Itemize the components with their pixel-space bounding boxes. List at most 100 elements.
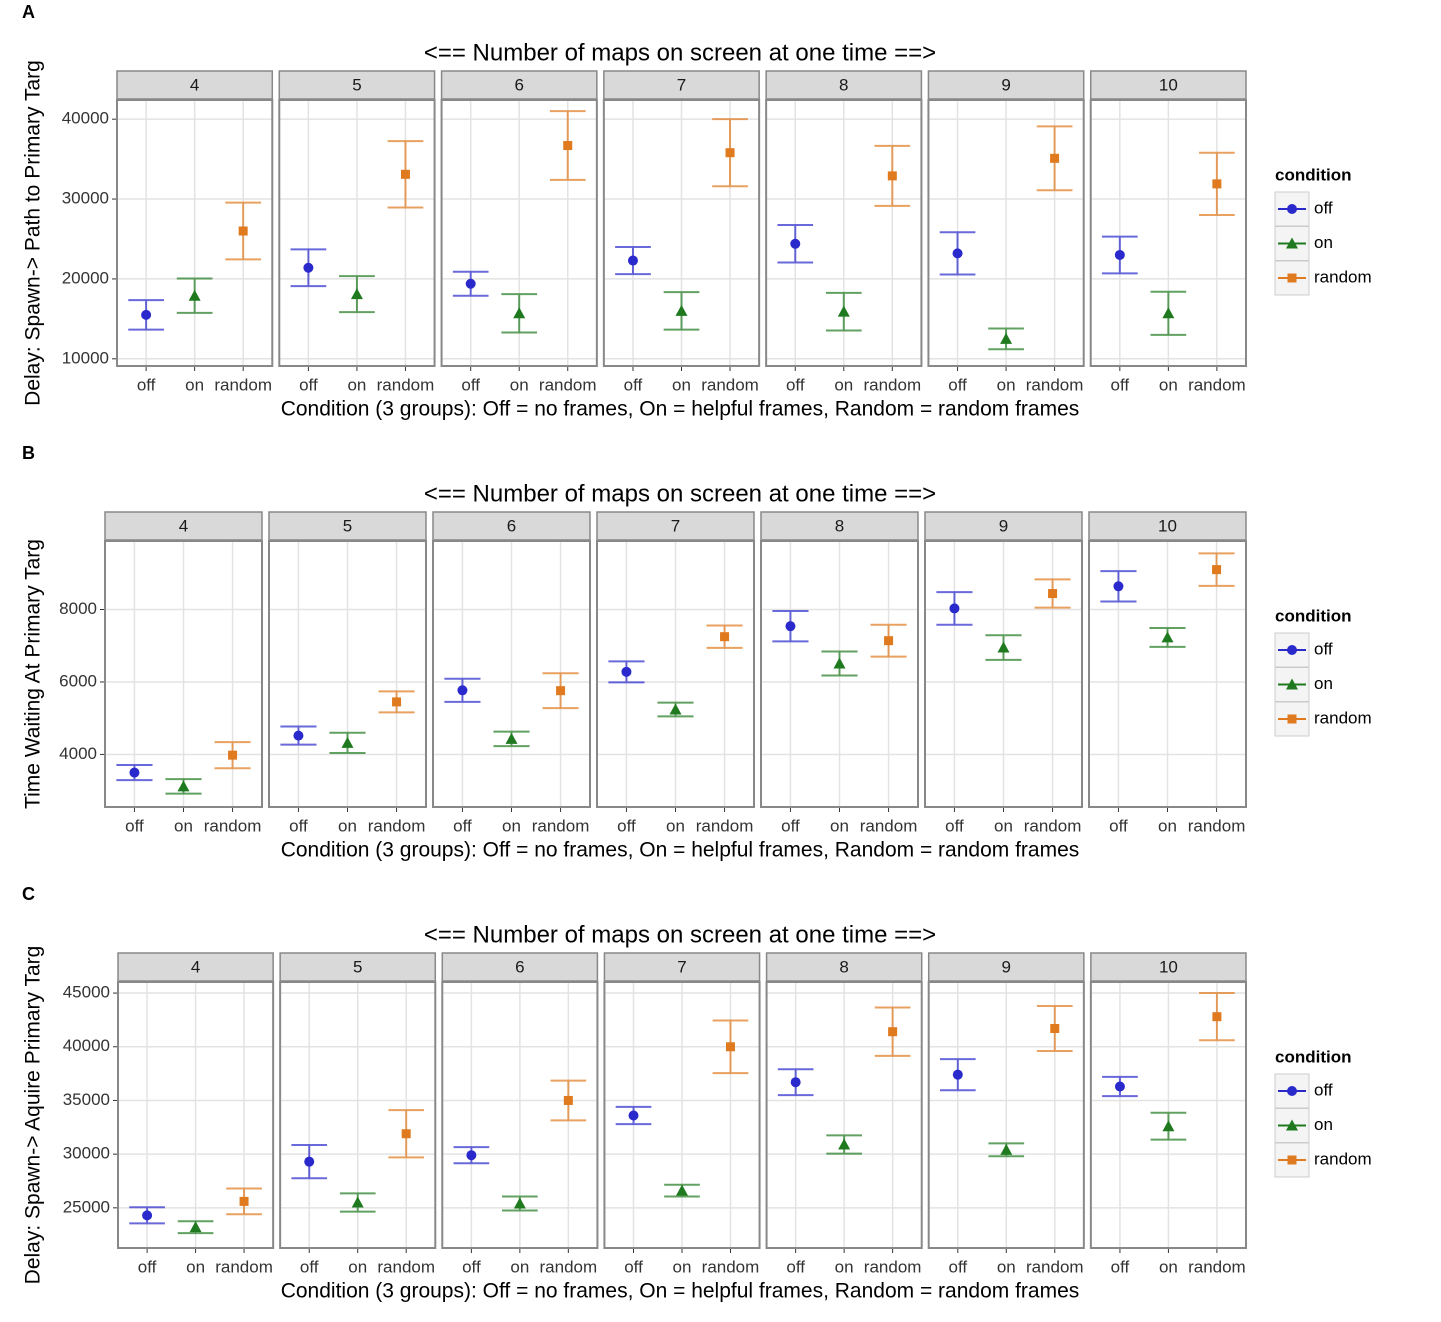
facet-label: 8 <box>839 75 848 94</box>
legend-label: off <box>1314 639 1333 658</box>
point <box>1161 631 1174 643</box>
panel-label: A <box>22 2 35 22</box>
point <box>887 171 897 181</box>
x-axis-label: Condition (3 groups): Off = no frames, O… <box>281 1280 1080 1303</box>
point <box>1286 678 1298 690</box>
point <box>1286 237 1298 249</box>
x-tick-label: on <box>997 1257 1016 1276</box>
x-tick-label: off <box>624 1257 643 1276</box>
chart-title: <== Number of maps on screen at one time… <box>424 480 936 507</box>
point <box>1113 581 1124 592</box>
facet-label: 5 <box>353 957 362 976</box>
point <box>1050 1023 1060 1033</box>
x-axis-label: Condition (3 groups): Off = no frames, O… <box>281 839 1080 862</box>
facet-border <box>279 981 437 1249</box>
point <box>888 1027 898 1037</box>
point <box>563 1095 573 1105</box>
y-tick-label: 20000 <box>62 268 109 287</box>
facet-border <box>278 99 436 367</box>
y-tick-label: 10000 <box>62 348 109 367</box>
x-tick-label: on <box>835 1257 854 1276</box>
panel-label: C <box>22 884 35 904</box>
facet-label: 7 <box>677 957 686 976</box>
facet-border <box>602 99 761 367</box>
point <box>1287 645 1297 655</box>
point <box>457 685 468 696</box>
facet-strip <box>1090 952 1247 982</box>
x-tick-label: random <box>864 1257 922 1276</box>
point <box>513 307 526 319</box>
x-tick-label: off <box>624 375 643 394</box>
facet-border <box>116 99 274 367</box>
facet-border <box>432 540 591 808</box>
point <box>392 697 402 707</box>
point <box>628 1110 639 1121</box>
point <box>350 288 363 300</box>
facet-strip <box>760 511 919 541</box>
y-tick-label: 40000 <box>63 1036 110 1055</box>
x-tick-label: off <box>1111 375 1130 394</box>
point <box>1212 1012 1222 1022</box>
point <box>884 636 894 646</box>
facet-border <box>441 981 599 1249</box>
x-tick-label: random <box>1026 375 1084 394</box>
legend-label: off <box>1314 198 1333 217</box>
facet-label: 10 <box>1158 516 1177 535</box>
point <box>785 621 796 632</box>
point <box>1050 153 1060 163</box>
x-tick-label: on <box>338 816 357 835</box>
x-tick-label: on <box>1159 375 1178 394</box>
x-tick-label: off <box>617 816 636 835</box>
x-tick-label: off <box>1111 1257 1130 1276</box>
point <box>188 289 201 301</box>
point <box>1048 589 1058 599</box>
x-tick-label: on <box>834 375 853 394</box>
x-tick-label: on <box>672 375 691 394</box>
facet-label: 9 <box>1001 75 1010 94</box>
facet-label: 7 <box>677 75 686 94</box>
point <box>1287 1086 1297 1096</box>
facet-strip <box>927 952 1085 982</box>
point <box>466 1150 477 1161</box>
facet-label: 10 <box>1159 75 1178 94</box>
point <box>1287 714 1297 724</box>
legend-title: condition <box>1275 606 1351 625</box>
point <box>1287 273 1297 283</box>
point <box>837 305 850 317</box>
panel-label: B <box>22 443 35 463</box>
facet-border <box>927 981 1085 1249</box>
legend-label: off <box>1314 1080 1333 1099</box>
facet-label: 4 <box>191 957 200 976</box>
facet-strip <box>596 511 755 541</box>
point <box>556 686 566 696</box>
facet-strip <box>440 70 598 100</box>
x-tick-label: random <box>377 375 435 394</box>
x-tick-label: on <box>347 375 366 394</box>
point <box>1000 1143 1013 1155</box>
facet-label: 6 <box>515 957 524 976</box>
point <box>833 657 846 669</box>
point <box>400 169 410 179</box>
facet-border <box>603 981 761 1249</box>
point <box>142 1210 153 1221</box>
point <box>790 238 801 249</box>
x-tick-label: off <box>453 816 472 835</box>
facet-label: 9 <box>999 516 1008 535</box>
facet-strip <box>116 70 274 100</box>
facet-label: 8 <box>839 957 848 976</box>
facet-border <box>596 540 755 808</box>
point <box>1162 1120 1175 1132</box>
y-tick-label: 30000 <box>63 1144 110 1163</box>
point <box>720 632 730 642</box>
x-tick-label: on <box>997 375 1016 394</box>
x-tick-label: random <box>1188 375 1246 394</box>
point <box>1114 1081 1125 1092</box>
x-tick-label: random <box>540 1257 598 1276</box>
facet-border <box>268 540 427 808</box>
facet-border <box>1088 540 1247 808</box>
x-axis-label: Condition (3 groups): Off = no frames, O… <box>281 398 1080 421</box>
point <box>513 1197 526 1209</box>
facet-label: 5 <box>343 516 352 535</box>
point <box>838 1138 851 1150</box>
x-tick-label: on <box>186 1257 205 1276</box>
